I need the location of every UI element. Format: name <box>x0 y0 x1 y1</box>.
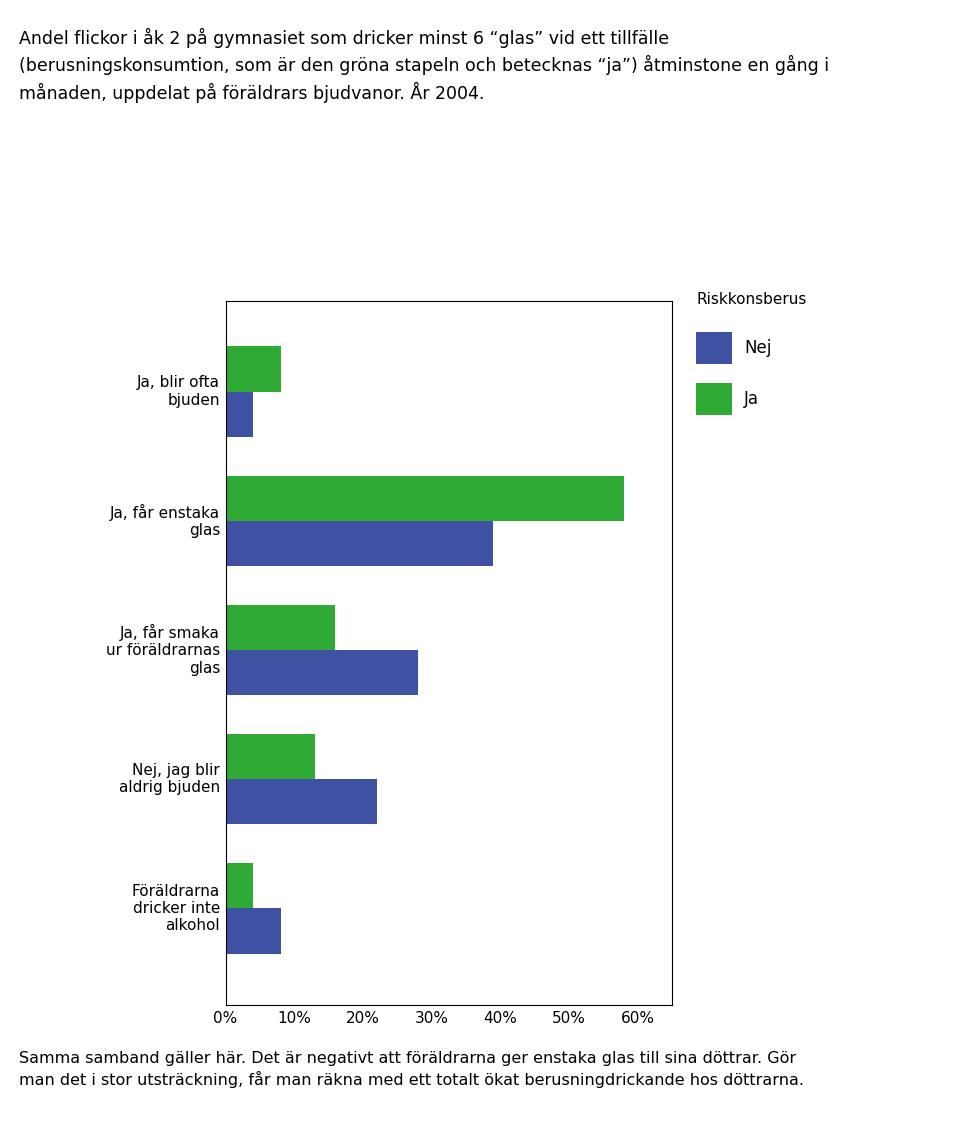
Bar <box>226 476 624 520</box>
Bar <box>226 734 315 779</box>
Text: Samma samband gäller här. Det är negativt att föräldrarna ger enstaka glas till : Samma samband gäller här. Det är negativ… <box>19 1051 804 1088</box>
Bar <box>226 346 280 392</box>
Bar <box>226 604 335 650</box>
Bar <box>226 650 418 695</box>
Bar <box>226 863 253 909</box>
Bar <box>226 520 493 566</box>
Bar <box>226 779 376 825</box>
Text: Riskkonsberus: Riskkonsberus <box>696 292 806 307</box>
Text: Andel flickor i åk 2 på gymnasiet som dricker minst 6 “glas” vid ett tillfälle
(: Andel flickor i åk 2 på gymnasiet som dr… <box>19 28 829 103</box>
Text: Ja: Ja <box>744 390 759 408</box>
Text: Nej: Nej <box>744 339 772 357</box>
Bar <box>226 392 253 436</box>
Bar <box>226 909 280 953</box>
